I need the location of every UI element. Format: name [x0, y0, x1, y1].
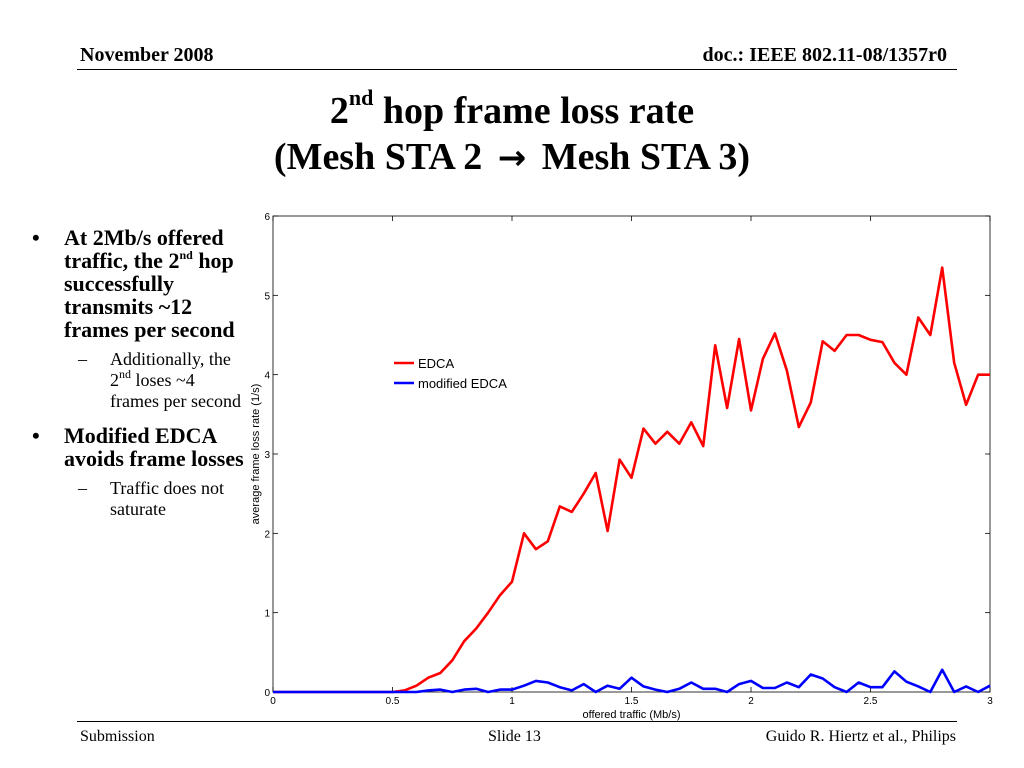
x-tick-label: 1.5	[625, 696, 639, 707]
bullet-list: • At 2Mb/s offered traffic, the 2nd hop s…	[30, 226, 245, 532]
axis-ticks: 0 0.5 1 1.5 2 2.5 3 0 1 2 3 4 5 6	[264, 212, 993, 707]
sub-bullet-item: – Traffic does not saturate	[30, 478, 245, 520]
y-axis-label: average frame loss rate (1/s)	[250, 384, 262, 525]
bullet-text: At 2Mb/s offered traffic, the 2	[64, 225, 224, 273]
title-ordinal-suffix: nd	[348, 85, 374, 111]
bullet-icon: •	[32, 423, 40, 448]
dash-icon: –	[78, 349, 87, 369]
bullet-text: Modified EDCA avoids frame losses	[64, 423, 244, 471]
y-tick-label: 5	[264, 291, 270, 302]
header-date: November 2008	[80, 44, 214, 66]
y-tick-label: 0	[264, 688, 270, 699]
series-line-modified-edca	[273, 668, 991, 694]
footer-submission: Submission	[80, 728, 155, 745]
x-axis-label: offered traffic (Mb/s)	[582, 709, 680, 721]
dash-icon: –	[78, 478, 87, 498]
y-tick-label: 1	[264, 609, 270, 620]
legend: EDCA modified EDCA	[394, 356, 507, 391]
sub-bullet-item: – Additionally, the 2nd loses ~4 frames p…	[30, 349, 245, 412]
series-lines	[273, 266, 991, 694]
sub-bullet-text: loses ~4 frames per second	[110, 370, 241, 411]
sub-bullet-text: Traffic does not saturate	[110, 478, 224, 519]
y-tick-label: 6	[264, 212, 270, 223]
legend-label: EDCA	[418, 356, 454, 371]
bullet-icon: •	[32, 225, 40, 250]
title-ordinal: 2	[329, 90, 349, 132]
footer-authors: Guido R. Hiertz et al., Philips	[765, 728, 956, 745]
x-tick-label: 3	[987, 696, 993, 707]
legend-label: modified EDCA	[418, 376, 507, 391]
x-tick-label: 0.5	[386, 696, 400, 707]
plot-frame	[272, 215, 991, 693]
y-tick-label: 3	[264, 450, 270, 461]
title-to: Mesh STA 3)	[541, 136, 751, 178]
bullet-sup: nd	[179, 247, 193, 262]
frame-loss-chart: 0 0.5 1 1.5 2 2.5 3 0 1 2 3 4 5 6 EDCA modified EDCA o…	[250, 212, 993, 721]
sub-bullet-sup: nd	[119, 367, 131, 381]
x-tick-label: 1	[509, 696, 515, 707]
x-tick-label: 2	[748, 696, 754, 707]
sub-bullet-text: Additionally, the 2	[110, 349, 231, 390]
x-tick-label: 2.5	[864, 696, 878, 707]
title-line-2: (Mesh STA 2 → Mesh STA 3)	[0, 134, 1024, 181]
title-line-1: 2nd hop frame loss rate	[0, 85, 1024, 134]
footer-slide-number: Slide 13	[488, 728, 541, 745]
title-text: hop frame loss rate	[373, 90, 695, 132]
title-from: (Mesh STA 2	[273, 136, 483, 178]
slide-title: 2nd hop frame loss rate (Mesh STA 2 → Me…	[0, 85, 1024, 181]
y-tick-label: 4	[264, 371, 270, 382]
x-tick-label: 0	[270, 696, 276, 707]
plot-area	[272, 215, 991, 693]
right-arrow-icon: →	[497, 138, 527, 178]
y-tick-label: 2	[264, 529, 270, 540]
header-rule	[77, 69, 957, 70]
footer-rule	[77, 721, 957, 722]
bullet-item: • Modified EDCA avoids frame losses	[30, 424, 245, 470]
bullet-text: hop successfully transmits ~12 frames pe…	[64, 248, 235, 342]
header-doc-id: doc.: IEEE 802.11-08/1357r0	[702, 44, 947, 66]
bullet-item: • At 2Mb/s offered traffic, the 2nd hop s…	[30, 226, 245, 341]
